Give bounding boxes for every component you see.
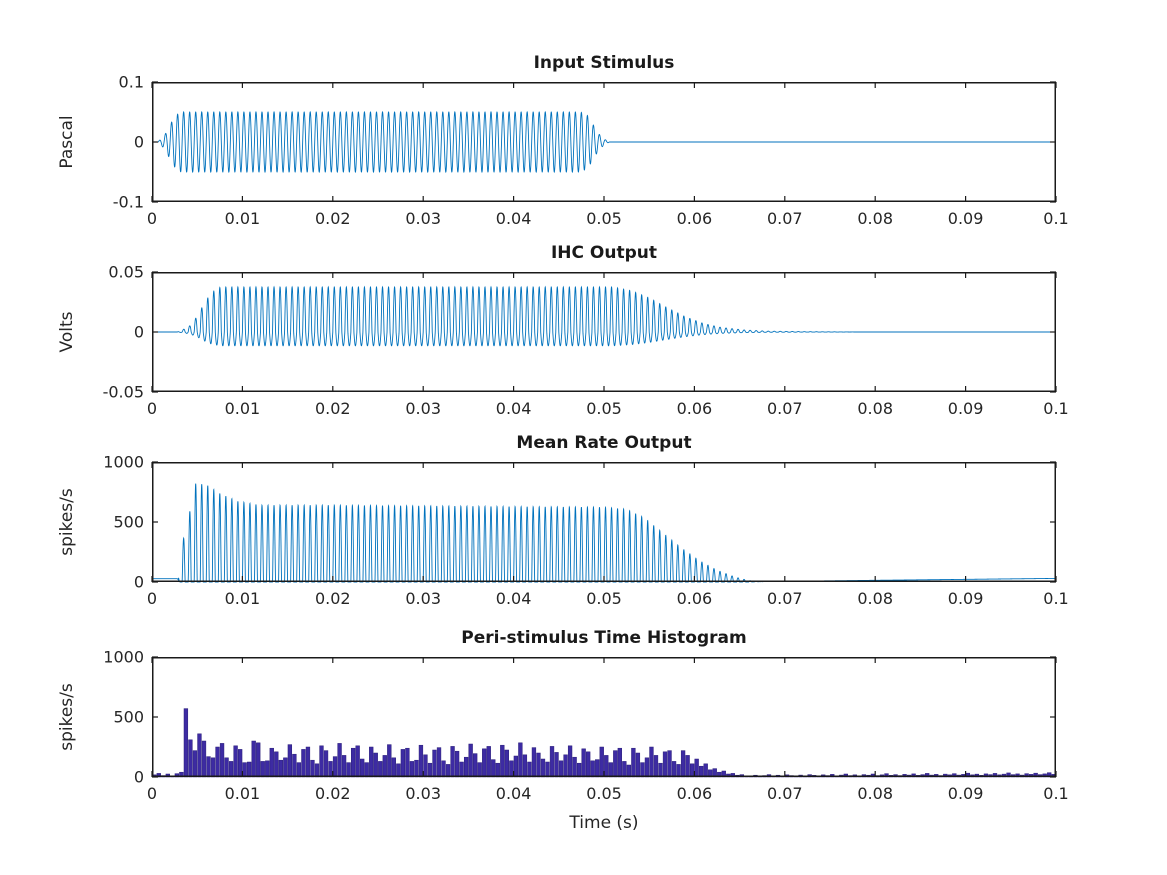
x-tick-label: 0.06	[676, 209, 713, 228]
x-tick-label: 0	[146, 399, 158, 418]
x-tick-label: 0.03	[405, 589, 441, 608]
x-tick-label: 0.06	[676, 784, 713, 803]
x-tick-label: 0	[146, 589, 158, 608]
x-tick-label: 0.1	[1043, 209, 1069, 228]
x-tick-label: 0.1	[1043, 784, 1069, 803]
y-tick-label: 0	[133, 322, 144, 342]
x-tick-label: 0.09	[947, 399, 984, 418]
x-tick-label: 0	[146, 784, 158, 803]
x-tick-label: 0.07	[766, 399, 803, 418]
x-tick-label: 0.1	[1043, 399, 1069, 418]
x-tick-label: 0.02	[314, 784, 351, 803]
plot-title-mean-rate-output: Mean Rate Output	[516, 433, 692, 453]
subplot-input-stimulus: Input Stimulus Pascal 0.1 0 -0.1 0 0.01 0.02…	[57, 53, 1069, 228]
x-tick-label: 0.08	[857, 784, 893, 803]
x-tick-label: 0.07	[766, 784, 803, 803]
subplot-mean-rate-output: Mean Rate Output spikes/s 1000 500 0 0 0.01…	[57, 433, 1069, 608]
x-tick-label: 0.01	[224, 784, 261, 803]
y-axis-label-volts: Volts	[57, 311, 77, 353]
y-tick-labels: 0.1 0 -0.1	[82, 73, 144, 212]
subplot-ihc-output: IHC Output Volts 0.05 0 -0.05 0 0.01 0.02 0.0…	[57, 243, 1069, 418]
x-tick-label: 0.1	[1043, 589, 1069, 608]
y-tick-label: -0.05	[102, 382, 144, 402]
y-tick-label: 0	[133, 132, 144, 152]
plot-canvas-input-stimulus	[151, 81, 1057, 203]
y-axis-label-spikes-psth: spikes/s	[57, 683, 77, 751]
plot-title-input-stimulus: Input Stimulus	[533, 53, 675, 73]
x-tick-label: 0.06	[676, 399, 713, 418]
x-tick-label: 0.02	[314, 209, 351, 228]
x-tick-label: 0	[146, 209, 158, 228]
x-tick-label: 0.04	[495, 399, 532, 418]
x-tick-label: 0.03	[405, 784, 441, 803]
x-tick-label: 0.05	[586, 784, 622, 803]
y-axis-label-spikes-rate: spikes/s	[57, 488, 77, 556]
x-tick-label: 0.04	[495, 784, 532, 803]
y-tick-label: 500	[113, 707, 144, 727]
x-tick-label: 0.01	[224, 399, 261, 418]
x-tick-label: 0.05	[586, 589, 622, 608]
plot-title-ihc-output: IHC Output	[550, 243, 658, 263]
x-tick-label: 0.02	[314, 399, 351, 418]
y-axis-label-pascal: Pascal	[57, 115, 77, 169]
x-tick-label: 0.08	[857, 209, 893, 228]
x-tick-labels: 0 0.01 0.02 0.03 0.04 0.05 0.06 0.07 0.08 0.09 0.1	[147, 784, 1069, 804]
subplot-psth: Peri-stimulus Time Histogram spikes/s 10…	[57, 628, 1069, 833]
x-tick-label: 0.05	[586, 399, 622, 418]
y-tick-labels: 0.05 0 -0.05	[82, 263, 144, 402]
y-tick-label: 0	[133, 572, 144, 592]
x-tick-label: 0.03	[405, 399, 441, 418]
x-tick-labels: 0 0.01 0.02 0.03 0.04 0.05 0.06 0.07 0.08 0.09 0.1	[147, 399, 1069, 419]
y-tick-labels: 1000 500 0	[82, 648, 144, 787]
x-tick-label: 0.09	[947, 209, 984, 228]
x-tick-label: 0.01	[224, 209, 261, 228]
x-tick-label: 0.04	[495, 589, 532, 608]
x-tick-label: 0.06	[676, 589, 713, 608]
x-tick-label: 0.01	[224, 589, 261, 608]
y-tick-label: 0.1	[118, 72, 144, 92]
plot-canvas-ihc-output	[151, 271, 1057, 393]
x-tick-label: 0.08	[857, 589, 893, 608]
x-tick-labels: 0 0.01 0.02 0.03 0.04 0.05 0.06 0.07 0.08 0.09 0.1	[147, 589, 1069, 609]
x-tick-label: 0.04	[495, 209, 532, 228]
x-tick-label: 0.07	[766, 209, 803, 228]
plot-canvas-mean-rate-output	[151, 461, 1057, 583]
x-tick-label: 0.09	[947, 784, 984, 803]
x-tick-label: 0.07	[766, 589, 803, 608]
x-tick-label: 0.02	[314, 589, 351, 608]
y-tick-label: -0.1	[112, 192, 144, 212]
y-tick-label: 0	[133, 767, 144, 787]
y-tick-label: 0.05	[108, 262, 144, 282]
x-tick-label: 0.03	[405, 209, 441, 228]
y-tick-labels: 1000 500 0	[82, 453, 144, 592]
x-tick-labels: 0 0.01 0.02 0.03 0.04 0.05 0.06 0.07 0.08 0.09 0.1	[147, 209, 1069, 229]
plot-canvas-psth	[151, 656, 1057, 778]
plot-title-psth: Peri-stimulus Time Histogram	[461, 628, 747, 648]
x-tick-label: 0.09	[947, 589, 984, 608]
y-tick-label: 500	[113, 512, 144, 532]
x-tick-label: 0.08	[857, 399, 893, 418]
x-tick-label: 0.05	[586, 209, 622, 228]
x-axis-label-time: Time (s)	[569, 813, 639, 833]
y-tick-label: 1000	[103, 647, 144, 667]
y-tick-label: 1000	[103, 452, 144, 472]
